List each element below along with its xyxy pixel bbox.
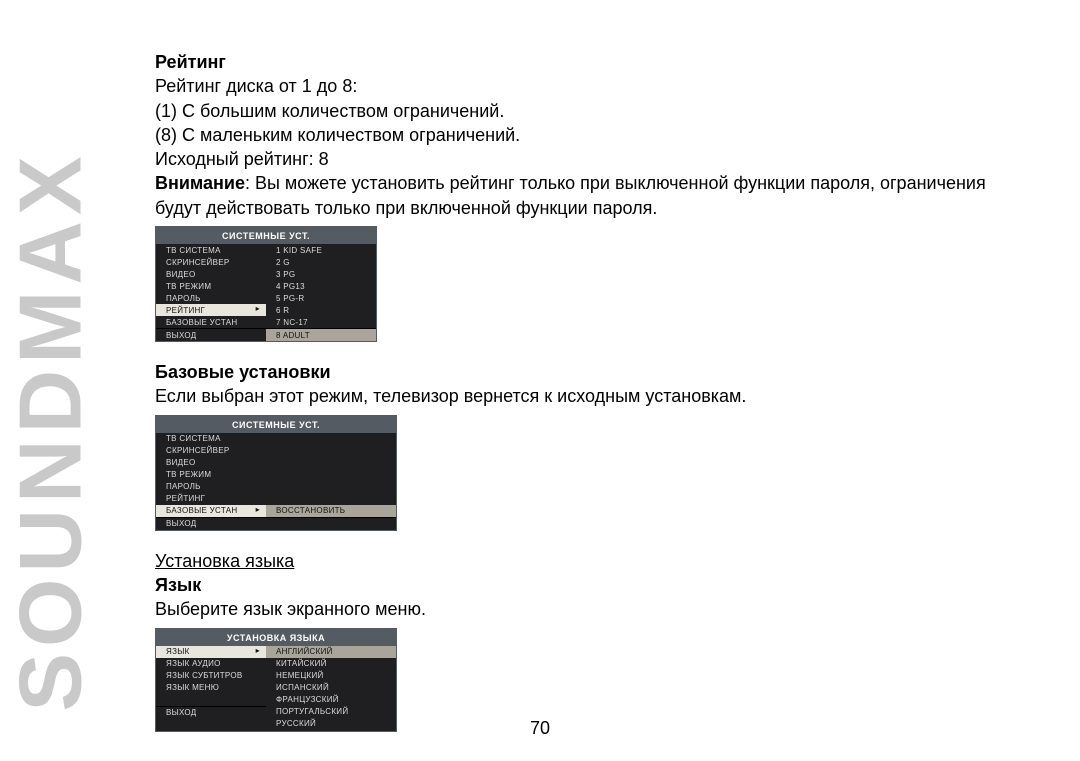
osd-item: ПАРОЛЬ: [156, 481, 266, 493]
osd-item: 5 PG-R: [266, 292, 376, 304]
osd-item: ИСПАНСКИЙ: [266, 682, 396, 694]
defaults-section: Базовые установки Если выбран этот режим…: [155, 360, 1020, 409]
osd-item: 6 R: [266, 304, 376, 316]
osd-item: 2 G: [266, 256, 376, 268]
language-heading: Язык: [155, 573, 1020, 597]
osd-item: [266, 493, 396, 505]
osd-item: ТВ СИСТЕМА: [156, 244, 266, 256]
language-text: Выберите язык экранного меню.: [155, 597, 1020, 621]
osd-item: ЯЗЫК МЕНЮ: [156, 682, 266, 694]
osd-item: КИТАЙСКИЙ: [266, 658, 396, 670]
osd-right-col: 1 KID SAFE2 G3 PG4 PG135 PG-R6 R7 NC-178…: [266, 244, 376, 341]
osd-item: ВОССТАНОВИТЬ: [266, 505, 396, 517]
osd-item: ЯЗЫК: [156, 646, 266, 658]
osd-item: 8 ADULT: [266, 329, 376, 341]
osd-item: БАЗОВЫЕ УСТАН: [156, 505, 266, 517]
osd-title: УСТАНОВКА ЯЗЫКА: [156, 629, 396, 646]
osd-item: ТВ СИСТЕМА: [156, 433, 266, 445]
warning-text: : Вы можете установить рейтинг только пр…: [155, 173, 986, 217]
osd-item: РЕЙТИНГ: [156, 493, 266, 505]
osd-item: ТВ РЕЖИМ: [156, 469, 266, 481]
rating-heading: Рейтинг: [155, 50, 1020, 74]
osd-item: ТВ РЕЖИМ: [156, 280, 266, 292]
rating-line3: (8) С маленьким количеством ограничений.: [155, 123, 1020, 147]
osd-item: ФРАНЦУЗСКИЙ: [266, 694, 396, 706]
osd-item: СКРИНСЕЙВЕР: [156, 445, 266, 457]
rating-section: Рейтинг Рейтинг диска от 1 до 8: (1) С б…: [155, 50, 1020, 220]
defaults-heading: Базовые установки: [155, 360, 1020, 384]
osd-item: ПАРОЛЬ: [156, 292, 266, 304]
defaults-text: Если выбран этот режим, телевизор вернет…: [155, 384, 1020, 408]
osd-item: НЕМЕЦКИЙ: [266, 670, 396, 682]
osd-left-col: ТВ СИСТЕМАСКРИНСЕЙВЕРВИДЕОТВ РЕЖИМПАРОЛЬ…: [156, 244, 266, 341]
rating-line4: Исходный рейтинг: 8: [155, 147, 1020, 171]
osd-item: ВЫХОД: [156, 329, 266, 341]
warning-label: Внимание: [155, 173, 245, 193]
osd-language-menu: УСТАНОВКА ЯЗЫКА ЯЗЫКЯЗЫК АУДИОЯЗЫК СУБТИ…: [155, 628, 397, 732]
manual-page: SOUNDMAX Рейтинг Рейтинг диска от 1 до 8…: [0, 0, 1080, 761]
osd-item: ВИДЕО: [156, 268, 266, 280]
osd-item: [266, 481, 396, 493]
osd-rating-menu: СИСТЕМНЫЕ УСТ. ТВ СИСТЕМАСКРИНСЕЙВЕРВИДЕ…: [155, 226, 377, 342]
osd-item: ВЫХОД: [156, 707, 266, 719]
osd-item: ПОРТУГАЛЬСКИЙ: [266, 706, 396, 718]
brand-watermark: SOUNDMAX: [0, 150, 102, 711]
rating-line2: (1) С большим количеством ограничений.: [155, 99, 1020, 123]
osd-item: 4 PG13: [266, 280, 376, 292]
osd-item: [156, 694, 266, 706]
osd-left-col: ТВ СИСТЕМАСКРИНСЕЙВЕРВИДЕОТВ РЕЖИМПАРОЛЬ…: [156, 433, 266, 530]
osd-item: РЕЙТИНГ: [156, 304, 266, 316]
osd-item: [266, 433, 396, 445]
osd-item: ВЫХОД: [156, 518, 266, 530]
osd-item: [266, 445, 396, 457]
osd-item: СКРИНСЕЙВЕР: [156, 256, 266, 268]
osd-right-col: ВОССТАНОВИТЬ: [266, 433, 396, 530]
osd-item: [266, 469, 396, 481]
language-section: Установка языка Язык Выберите язык экран…: [155, 549, 1020, 622]
osd-item: 7 NC-17: [266, 316, 376, 328]
osd-item: [266, 518, 396, 530]
osd-item: 1 KID SAFE: [266, 244, 376, 256]
osd-item: ВИДЕО: [156, 457, 266, 469]
language-section-title: Установка языка: [155, 549, 1020, 573]
osd-title: СИСТЕМНЫЕ УСТ.: [156, 227, 376, 244]
osd-defaults-menu: СИСТЕМНЫЕ УСТ. ТВ СИСТЕМАСКРИНСЕЙВЕРВИДЕ…: [155, 415, 397, 531]
osd-item: ЯЗЫК СУБТИТРОВ: [156, 670, 266, 682]
osd-item: ЯЗЫК АУДИО: [156, 658, 266, 670]
rating-line1: Рейтинг диска от 1 до 8:: [155, 74, 1020, 98]
osd-item: БАЗОВЫЕ УСТАН: [156, 316, 266, 328]
osd-title: СИСТЕМНЫЕ УСТ.: [156, 416, 396, 433]
page-number: 70: [0, 718, 1080, 739]
osd-item: [266, 457, 396, 469]
osd-item: 3 PG: [266, 268, 376, 280]
osd-item: АНГЛИЙСКИЙ: [266, 646, 396, 658]
rating-warning: Внимание: Вы можете установить рейтинг т…: [155, 171, 1020, 220]
